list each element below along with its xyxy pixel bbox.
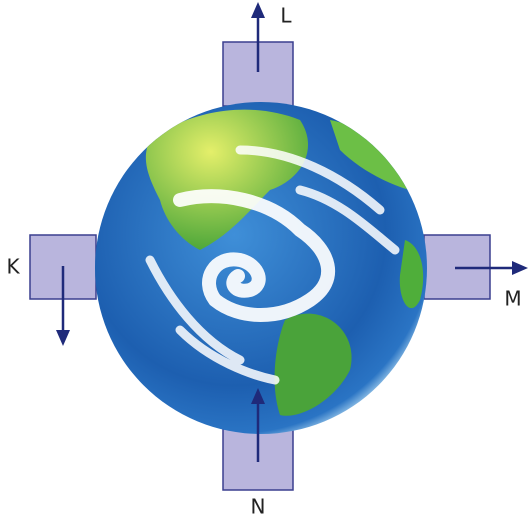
arrow-head: [512, 261, 528, 275]
globe: [95, 102, 427, 434]
label: K: [6, 255, 20, 279]
arrow-head: [56, 330, 70, 346]
label: L: [280, 4, 292, 28]
label: M: [504, 287, 521, 311]
arrow-head: [251, 388, 265, 404]
label: N: [251, 495, 266, 519]
arrow-head: [251, 2, 265, 18]
